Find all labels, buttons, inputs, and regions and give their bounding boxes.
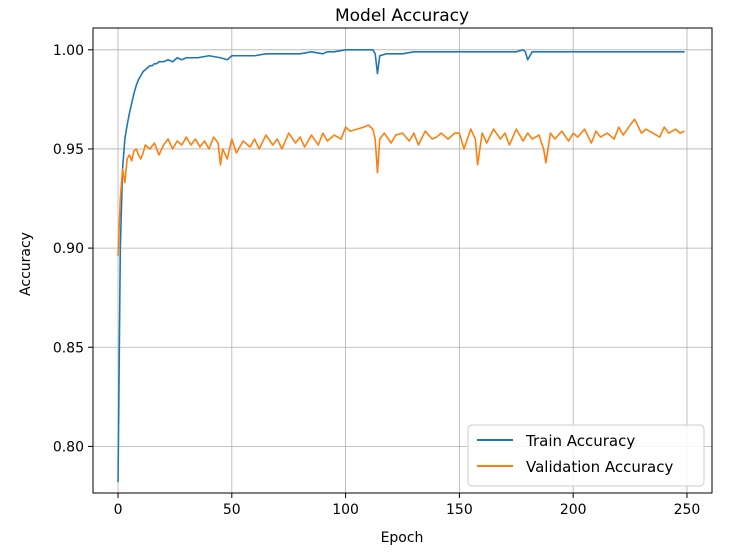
legend-label-validation: Validation Accuracy [526,458,673,476]
x-tick-label: 250 [674,502,701,518]
chart-title: Model Accuracy [335,6,469,26]
plot-area-frame [92,27,713,494]
legend: Train Accuracy Validation Accuracy [467,424,705,487]
y-tick-label: 0.80 [53,439,84,455]
y-tick-label: 1.00 [53,43,84,59]
y-tick-label: 0.85 [53,340,84,356]
validation-accuracy-line [117,118,686,257]
x-tick-label: 200 [560,502,587,518]
axis-ticks: 0 50 100 150 200 250 0.80 0.85 0.90 0.95 1.00 [53,43,701,518]
x-tick-label: 150 [446,502,473,518]
train-accuracy-line [117,49,685,483]
legend-box [467,424,705,487]
x-tick-label: 50 [223,502,241,518]
x-tick-label: 100 [332,502,359,518]
grid [93,28,712,493]
x-axis-label: Epoch [381,530,424,546]
y-tick-label: 0.95 [53,142,84,158]
series-lines [117,49,686,483]
legend-label-train: Train Accuracy [525,432,635,450]
y-axis-label: Accuracy [18,232,34,296]
x-tick-label: 0 [114,502,123,518]
y-tick-label: 0.90 [53,241,84,257]
